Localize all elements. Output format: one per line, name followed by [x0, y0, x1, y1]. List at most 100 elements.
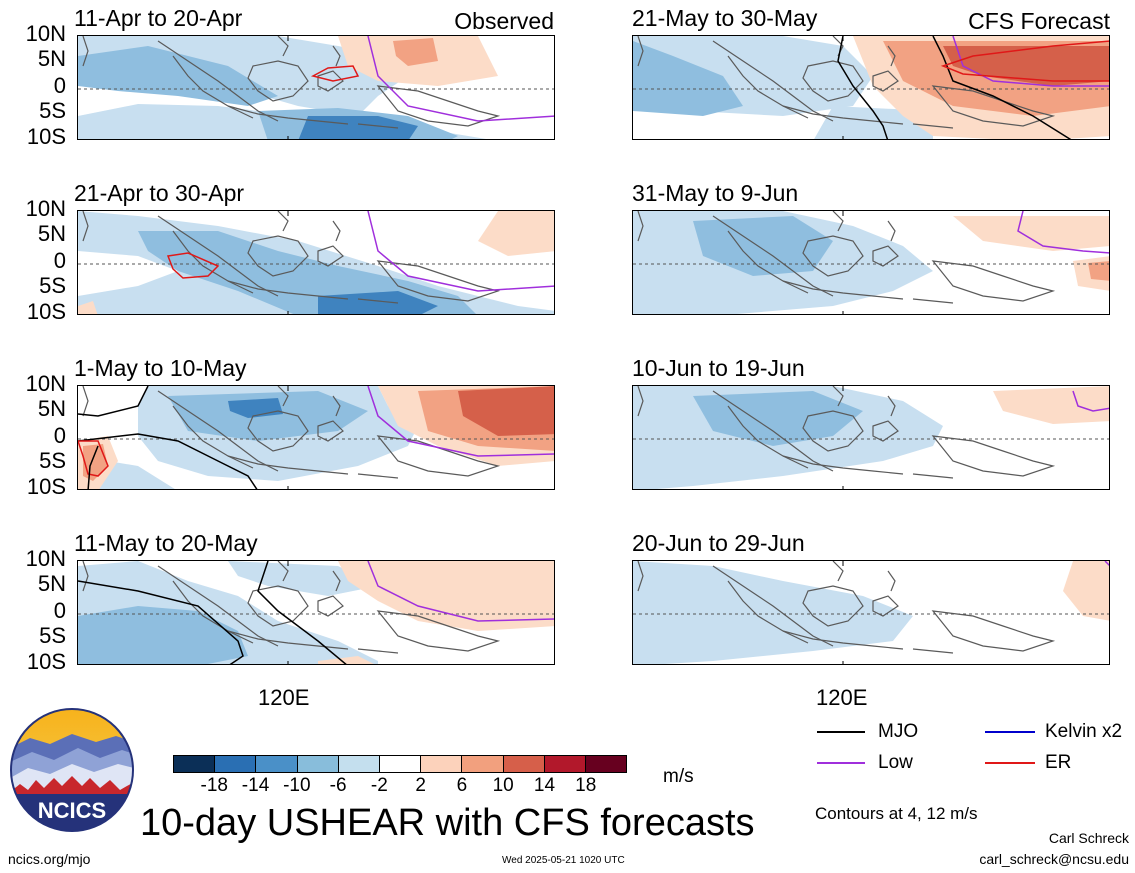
- panel-title-left-3: 11-May to 20-May: [74, 530, 258, 556]
- colorbar-cell: [215, 756, 257, 772]
- shear-fill: [318, 291, 438, 314]
- coastline: [712, 40, 834, 122]
- contour-line: [87, 445, 99, 489]
- panel-title-right-2: 10-Jun to 19-Jun: [632, 355, 805, 381]
- coastline: [172, 580, 254, 644]
- lat-label-left-3-3: 5S: [39, 623, 66, 648]
- colorbar-tick-label: -18: [200, 775, 228, 796]
- coastline: [227, 105, 349, 125]
- colorbar-tick-label: 18: [575, 775, 597, 796]
- coastline: [637, 36, 644, 67]
- coastline: [931, 610, 1056, 652]
- footer-timestamp: Wed 2025-05-21 1020 UTC: [502, 855, 625, 866]
- colorbar-cell: [379, 756, 422, 772]
- coastline: [872, 420, 899, 442]
- shear-fill: [78, 301, 98, 314]
- colorbar-cell: [297, 756, 339, 772]
- coastline: [157, 390, 279, 472]
- coastline: [802, 410, 864, 452]
- lat-label-left-3-1: 5N: [37, 571, 66, 596]
- lat-label-left-1-4: 10S: [26, 299, 66, 324]
- colorbar-tick-label: 2: [415, 775, 426, 796]
- colorbar-cell: [503, 756, 545, 772]
- contour-line: [78, 580, 244, 664]
- lat-label-left-0-2: 0: [53, 73, 66, 98]
- coastline: [247, 585, 309, 627]
- colorbar-tick-label: 6: [456, 775, 468, 796]
- contour-line: [367, 36, 554, 122]
- legend-er-label: ER: [1045, 752, 1072, 773]
- coastline: [317, 595, 344, 617]
- shear-fill: [78, 606, 248, 664]
- coastline: [727, 580, 809, 644]
- coastline: [172, 230, 254, 294]
- colorbar-cell: [174, 756, 216, 772]
- footer-author: Carl Schreck: [1048, 830, 1129, 846]
- coastline: [931, 435, 1056, 477]
- colorbar-tick-label: -2: [370, 775, 388, 796]
- coastline: [332, 45, 341, 67]
- coastline: [887, 395, 896, 417]
- contour-line: [367, 386, 554, 457]
- coastline: [332, 570, 341, 592]
- lat-label-left-1-1: 5N: [37, 221, 66, 246]
- legend-mjo-label: MJO: [878, 721, 919, 742]
- colorbar-units: m/s: [663, 766, 694, 787]
- lat-label-left-0-3: 5S: [39, 98, 66, 123]
- contour-line: [78, 440, 109, 477]
- coastline: [317, 70, 344, 92]
- colorbar-cell: [256, 756, 298, 772]
- coastline: [832, 211, 844, 232]
- coastline: [912, 473, 954, 479]
- panel-title-left-2: 1-May to 10-May: [74, 355, 247, 381]
- colorbar-tick-label: -14: [241, 775, 270, 796]
- map-left-1: [77, 210, 555, 315]
- legend-low-label: Low: [878, 752, 913, 773]
- shear-fill: [1063, 561, 1109, 621]
- coastline: [317, 245, 344, 267]
- coastline: [376, 435, 501, 477]
- coastline: [376, 260, 501, 302]
- coastline: [376, 85, 501, 127]
- map-right-2: [632, 385, 1110, 490]
- panel-title-left-1: 21-Apr to 30-Apr: [74, 180, 245, 206]
- coastline: [332, 395, 341, 417]
- coastline: [157, 40, 279, 122]
- coastline: [82, 211, 89, 242]
- coastline: [277, 561, 289, 582]
- contour-line: [310, 65, 360, 82]
- contour-line: [367, 561, 554, 622]
- coastline: [712, 390, 834, 472]
- colorbar-cell: [338, 756, 380, 772]
- contour-line: [1017, 211, 1109, 254]
- coastline: [82, 561, 89, 592]
- coastline: [247, 60, 309, 102]
- map-left-3: [77, 560, 555, 665]
- colorbar: [173, 755, 627, 773]
- coastline: [357, 298, 399, 304]
- panel-title-right-1: 31-May to 9-Jun: [632, 180, 799, 206]
- lon-label-right: 120E: [816, 685, 868, 710]
- shear-fill: [318, 656, 374, 664]
- shear-fill: [393, 38, 438, 66]
- coastline: [277, 386, 289, 407]
- lat-label-left-3-0: 10N: [25, 546, 66, 571]
- coastline: [247, 235, 309, 277]
- lat-label-left-1-3: 5S: [39, 273, 66, 298]
- shear-fill: [78, 46, 278, 106]
- coastline: [887, 570, 896, 592]
- lat-label-left-0-4: 10S: [26, 124, 66, 149]
- shear-fill: [478, 211, 554, 256]
- coastline: [782, 630, 904, 650]
- shear-fill: [458, 386, 554, 436]
- lat-label-left-3-4: 10S: [26, 649, 66, 674]
- contour-line: [78, 386, 149, 417]
- coastline: [912, 648, 954, 654]
- contour-line: [932, 36, 1072, 139]
- map-right-0: [632, 35, 1110, 140]
- coastline: [247, 410, 309, 452]
- observed-label: Observed: [454, 8, 554, 34]
- coastline: [332, 220, 341, 242]
- shear-fill: [633, 561, 913, 664]
- shear-fill: [993, 386, 1109, 424]
